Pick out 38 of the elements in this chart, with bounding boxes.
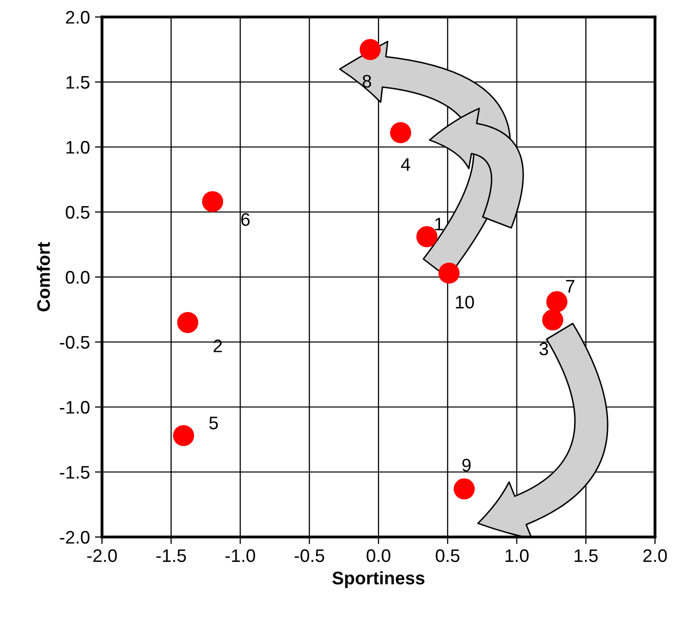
x-axis-title: Sportiness (332, 571, 424, 588)
x-tick-label: 2.0 (643, 549, 667, 562)
point (177, 312, 198, 334)
annotation: 4 (401, 158, 410, 171)
x-tick-label: -1.0 (225, 549, 256, 562)
x-tick-label: -1.5 (156, 549, 186, 562)
x-tick-label: -0.5 (294, 549, 324, 562)
y-tick-label: 2.0 (66, 10, 90, 24)
y-tick-label: 1.0 (66, 140, 90, 154)
x-tick-label: -2.0 (87, 549, 117, 562)
y-tick-label: 0.0 (66, 270, 90, 284)
y-tick-label: -2.0 (60, 530, 90, 544)
y-tick-label: 1.5 (66, 76, 90, 89)
y-tick-label: -1.0 (60, 400, 90, 414)
annotation: 5 (209, 416, 218, 430)
annotation: 1 (435, 218, 443, 230)
point (454, 478, 475, 500)
annotation: 8 (362, 74, 372, 88)
point (202, 191, 224, 212)
annotation: 9 (462, 458, 471, 472)
y-tick-label: 0.5 (66, 206, 90, 219)
y-axis-title: Comfort (36, 242, 50, 312)
point (546, 291, 568, 312)
annotation: 6 (241, 213, 250, 226)
annotation: 10 (456, 296, 474, 308)
annotation: 3 (539, 342, 548, 356)
x-tick-label: 0.5 (436, 549, 460, 562)
point (173, 425, 194, 446)
x-tick-label: 1.5 (574, 549, 598, 562)
x-tick-label: 0.0 (366, 549, 390, 562)
annotation: 7 (566, 280, 574, 292)
y-tick-label: -1.5 (60, 466, 90, 479)
point (542, 309, 564, 330)
point (438, 262, 460, 284)
x-tick-label: 1.0 (506, 549, 529, 562)
point (390, 122, 412, 144)
point (360, 38, 381, 60)
y-tick-label: -0.5 (60, 336, 90, 349)
